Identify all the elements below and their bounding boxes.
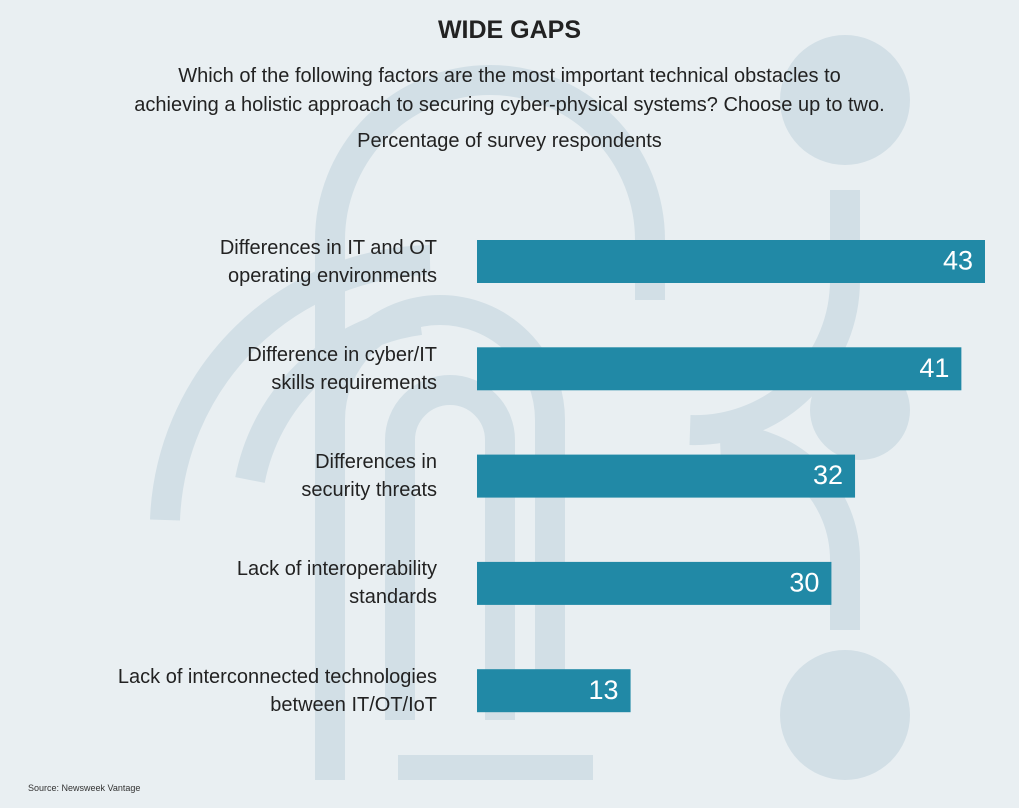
axis-label: Percentage of survey respondents xyxy=(357,130,662,152)
value-label: 43 xyxy=(943,246,973,276)
decor-arc xyxy=(315,65,665,780)
value-label: 32 xyxy=(813,460,843,490)
bar xyxy=(477,347,962,391)
decor-arc xyxy=(150,245,431,521)
category-label: Differences in IT and OT operating envir… xyxy=(219,236,437,287)
bar xyxy=(477,454,856,498)
value-label: 30 xyxy=(789,568,819,598)
decor-circle xyxy=(780,35,910,165)
chart-title: WIDE GAPS xyxy=(437,16,582,44)
bar xyxy=(477,561,832,605)
category-label: Difference in cyber/IT skills requiremen… xyxy=(247,343,437,394)
source: Source: Newsweek Vantage xyxy=(28,783,141,793)
value-label: 13 xyxy=(589,675,619,705)
category-label: Lack of interoperability standards xyxy=(236,558,437,609)
background-decoration xyxy=(398,35,910,780)
decor-bar xyxy=(398,755,593,780)
decor-circle xyxy=(780,650,910,780)
decor-arc xyxy=(385,375,515,720)
value-label: 41 xyxy=(919,353,949,383)
bar xyxy=(477,240,985,283)
category-label: Lack of interconnected technologies betw… xyxy=(117,665,437,716)
chart-subtitle: Which of the following factors are the m… xyxy=(134,65,885,116)
category-label: Differences in security threats xyxy=(301,451,437,502)
bar xyxy=(477,669,631,713)
